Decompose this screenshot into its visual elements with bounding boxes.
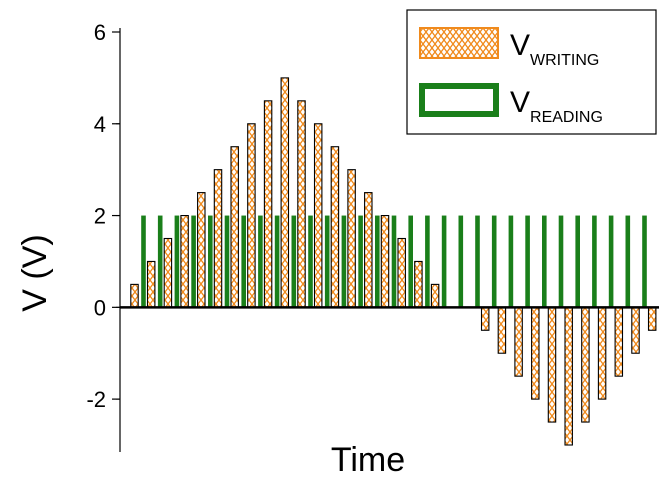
- reading-bar: [441, 215, 447, 308]
- reading-bar: [592, 215, 597, 308]
- legend-swatch-writing: [419, 27, 499, 59]
- reading-bar: [241, 215, 246, 308]
- writing-bar: [547, 306, 557, 423]
- reading-bar: [174, 215, 180, 308]
- reading-bar: [542, 215, 547, 308]
- writing-bar: [497, 306, 507, 354]
- reading-bar: [408, 215, 413, 308]
- writing-bar: [564, 306, 573, 446]
- y-tick-label: -2: [86, 387, 106, 412]
- plot-area: [120, 77, 659, 446]
- legend: VWRITING VREADING: [406, 9, 657, 135]
- y-tick-label: 6: [94, 20, 106, 45]
- writing-bar: [430, 283, 440, 308]
- reading-bar: [508, 215, 514, 308]
- reading-bar: [558, 215, 564, 308]
- reading-bar: [358, 215, 363, 308]
- writing-bar: [531, 306, 540, 400]
- y-tick-label: 0: [94, 295, 106, 320]
- writing-bar: [247, 123, 256, 308]
- reading-bar: [291, 215, 297, 308]
- reading-bar: [458, 215, 464, 308]
- y-axis-title: V (V): [16, 234, 54, 311]
- writing-bar: [313, 123, 323, 308]
- y-tick-label: 2: [94, 204, 106, 229]
- writing-bar: [180, 215, 189, 308]
- writing-bar: [380, 215, 390, 308]
- reading-bar: [274, 215, 280, 308]
- y-axis: 6 4 2 0 -2: [86, 20, 121, 452]
- legend-swatch-reading: [419, 83, 499, 117]
- reading-bar: [525, 215, 530, 308]
- writing-bar: [581, 306, 590, 423]
- writing-bar: [347, 169, 356, 308]
- writing-bar: [414, 260, 423, 308]
- reading-bar: [141, 215, 146, 308]
- writing-bar: [130, 283, 139, 308]
- writing-bar: [480, 306, 490, 331]
- writing-bar: [146, 260, 156, 308]
- writing-bar: [614, 306, 624, 377]
- reading-bar: [425, 215, 430, 308]
- writing-bar: [297, 100, 306, 308]
- writing-bar: [280, 77, 290, 308]
- legend-label-writing-main: V: [510, 29, 530, 62]
- reading-bar: [341, 215, 347, 308]
- reading-bar: [575, 215, 580, 308]
- writing-bar: [163, 237, 173, 308]
- legend-label-writing-sub: WRITING: [530, 52, 599, 69]
- writing-bar: [330, 146, 340, 308]
- reading-bar: [157, 215, 163, 308]
- legend-label-reading-sub: READING: [530, 109, 603, 126]
- writing-bar: [263, 100, 273, 308]
- reading-bar: [191, 215, 196, 308]
- reading-bar: [491, 215, 497, 308]
- writing-bar: [397, 237, 406, 308]
- writing-bar: [514, 306, 523, 377]
- reading-bar: [642, 215, 647, 308]
- writing-bar: [197, 192, 206, 308]
- reading-bar: [324, 215, 330, 308]
- reading-bar: [625, 215, 631, 308]
- writing-bar: [213, 169, 223, 308]
- x-axis-title: Time: [331, 441, 405, 477]
- writing-bar: [647, 306, 657, 331]
- legend-label-reading: VREADING: [510, 86, 603, 126]
- writing-bar: [364, 192, 373, 308]
- writing-bar: [631, 306, 640, 354]
- reading-bar: [308, 215, 313, 308]
- legend-label-writing: VWRITING: [510, 29, 599, 69]
- writing-bar: [597, 306, 607, 400]
- reading-bar: [608, 215, 614, 308]
- reading-bar: [224, 215, 230, 308]
- reading-bar: [391, 215, 397, 308]
- reading-bar: [208, 215, 213, 308]
- reading-bar: [475, 215, 480, 308]
- legend-label-reading-main: V: [510, 86, 530, 119]
- reading-bar: [375, 215, 380, 308]
- y-tick-label: 4: [94, 112, 106, 137]
- writing-bar: [230, 146, 239, 308]
- reading-bar: [258, 215, 263, 308]
